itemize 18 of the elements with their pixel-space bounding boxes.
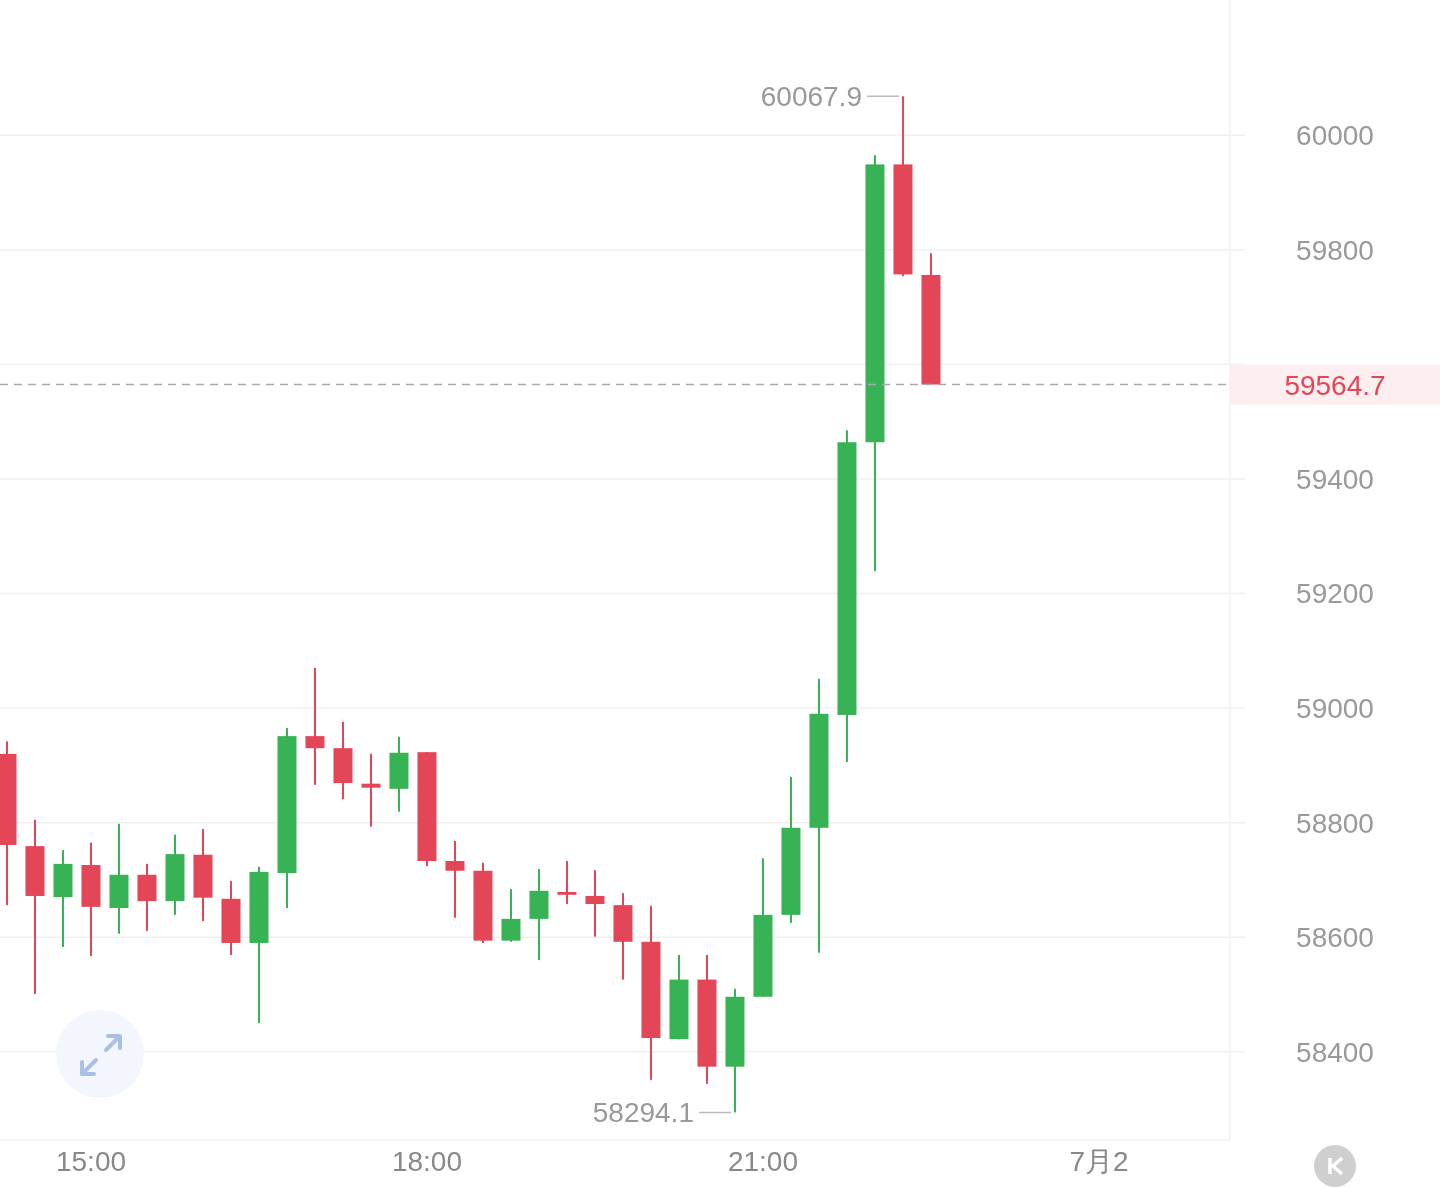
ref-line-label: 59564.7 xyxy=(1284,369,1386,401)
y-tick-label: 59400 xyxy=(1296,463,1374,495)
x-tick-label: 15:00 xyxy=(55,1146,127,1177)
y-tick-label: 59000 xyxy=(1296,693,1374,725)
annotation: 60067.9 xyxy=(760,81,900,113)
y-tick-label: 58400 xyxy=(1296,1036,1374,1068)
x-tick-label: 18:00 xyxy=(391,1146,463,1177)
annotation: 58294.1 xyxy=(592,1097,694,1129)
annotation: 60067.9 xyxy=(760,81,862,113)
y-tick-label: 59200 xyxy=(1296,578,1374,610)
x-tick-label: 7月2 xyxy=(1069,1146,1129,1177)
y-tick-label: 58800 xyxy=(1296,807,1374,839)
ref-label: 59564.7 xyxy=(1230,364,1440,405)
y-tick-label: 60000 xyxy=(1296,120,1374,152)
y-tick-label: 59800 xyxy=(1296,234,1374,266)
y-tick-label: 58600 xyxy=(1296,922,1374,954)
annotation: 58294.1 xyxy=(592,1097,732,1129)
x-tick-label: 21:00 xyxy=(727,1146,799,1177)
